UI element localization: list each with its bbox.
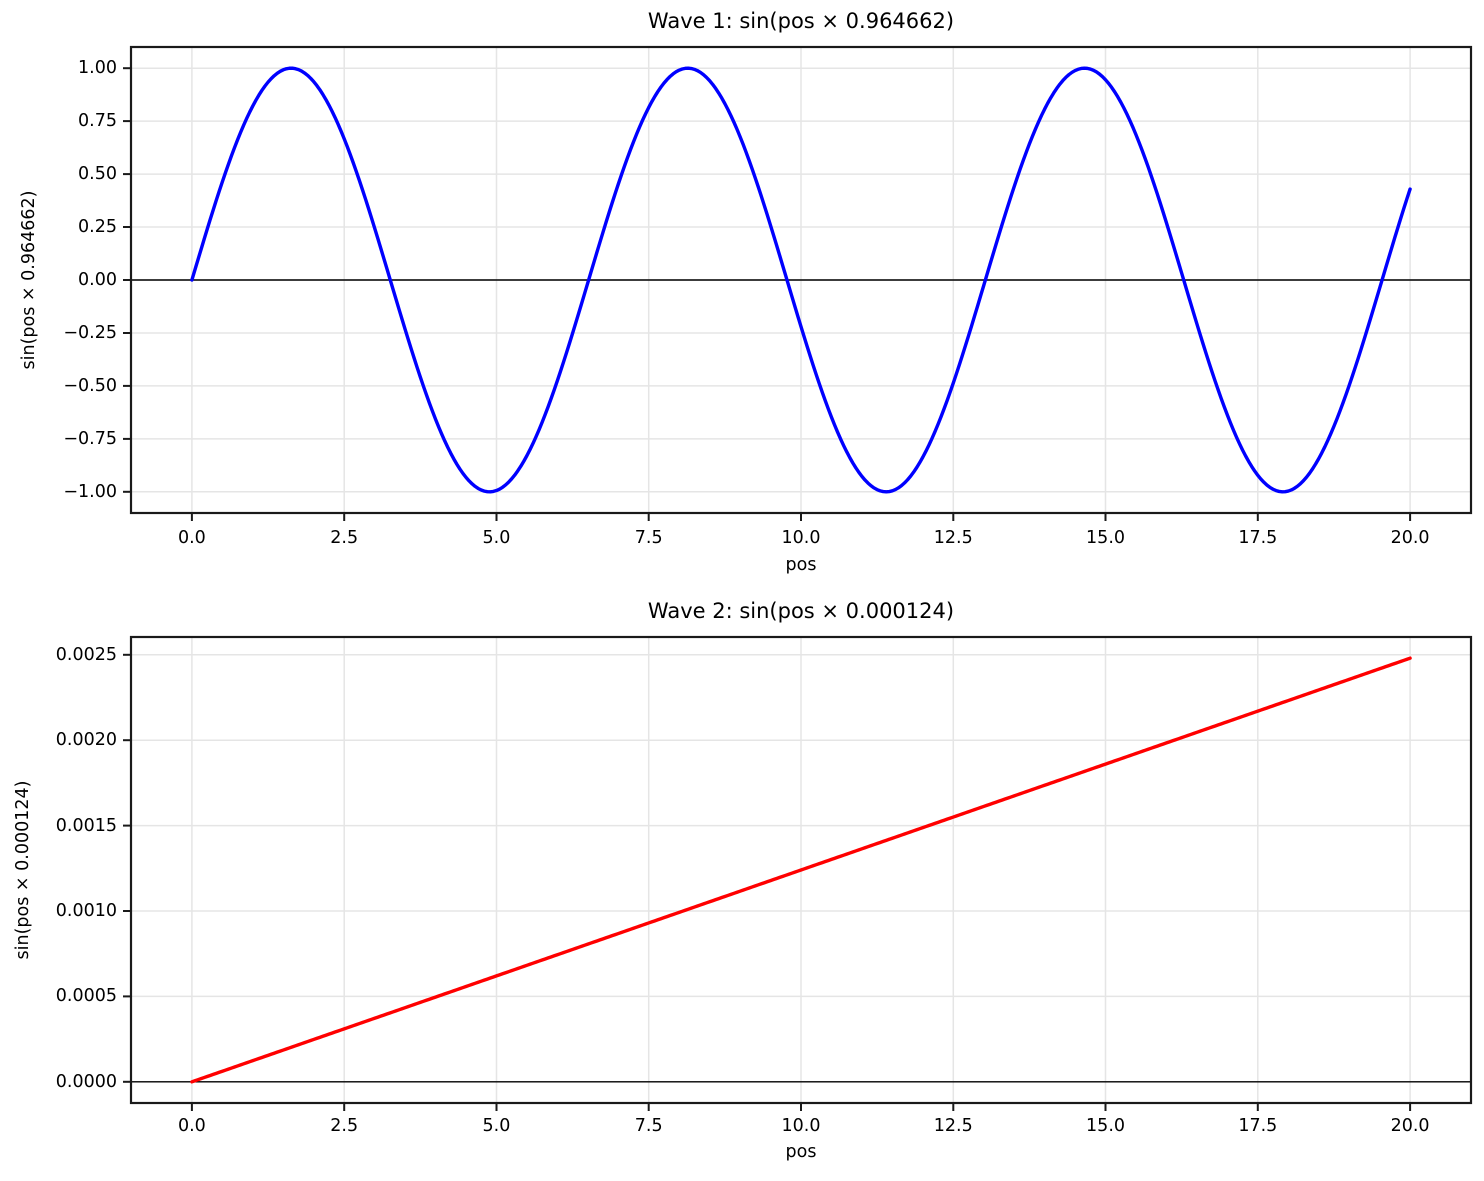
series-line xyxy=(190,656,1412,1084)
plot-area xyxy=(123,635,1473,1111)
y-tick-label: 0.0025 xyxy=(55,644,117,665)
x-tick-label: 17.5 xyxy=(1238,528,1278,548)
y-tick-labels: 1.00 0.75 0.50 0.25 0.00 −0.25 −0.50 −0.75 −1.00 xyxy=(0,47,117,513)
y-tick-label: 0.00 xyxy=(78,270,117,290)
x-tick-label: 15.0 xyxy=(1086,1116,1126,1136)
y-tick-label: 1.00 xyxy=(78,58,117,79)
x-tick-label: 20.0 xyxy=(1390,528,1430,548)
y-tick-label: 0.0000 xyxy=(55,1071,117,1092)
x-tick-label: 2.5 xyxy=(330,528,359,548)
x-tick-label: 20.0 xyxy=(1390,1116,1430,1136)
y-tick-label: 0.0020 xyxy=(55,730,117,751)
x-tick-label: 15.0 xyxy=(1086,528,1126,548)
y-tick-labels: 0.0025 0.0020 0.0015 0.0010 0.0005 0.0000 xyxy=(0,637,117,1103)
x-tick-label: 5.0 xyxy=(482,1116,511,1136)
x-tick-label: 10.0 xyxy=(781,528,821,548)
x-tick-labels: 0.0 2.5 5.0 7.5 10.0 12.5 15.0 17.5 20.0 xyxy=(131,1113,1471,1137)
x-axis-label: pos xyxy=(785,1142,817,1162)
x-tick-labels: 0.0 2.5 5.0 7.5 10.0 12.5 15.0 17.5 20.0 xyxy=(131,525,1471,549)
y-tick-label: 0.25 xyxy=(78,217,117,238)
x-tick-label: 7.5 xyxy=(634,1116,663,1136)
x-tick-label: 12.5 xyxy=(933,1116,973,1136)
x-tick-label: 10.0 xyxy=(781,1116,821,1136)
y-tick-label: −0.25 xyxy=(63,322,117,343)
y-tick-label: 0.50 xyxy=(78,164,117,185)
x-tick-label: 0.0 xyxy=(177,528,206,548)
y-tick-label: 0.75 xyxy=(78,111,117,132)
chart-title: Wave 1: sin(pos × 0.964662) xyxy=(647,9,955,33)
x-tick-label: 0.0 xyxy=(177,1116,206,1136)
y-tick-label: 0.0005 xyxy=(55,986,117,1007)
x-tick-label: 7.5 xyxy=(634,528,663,548)
x-tick-label: 5.0 xyxy=(482,528,511,548)
x-tick-label: 2.5 xyxy=(330,1116,359,1136)
x-tick-label: 17.5 xyxy=(1238,1116,1278,1136)
y-tick-label: 0.0010 xyxy=(55,900,117,921)
y-tick-label: −1.00 xyxy=(63,481,117,502)
chart-title: Wave 2: sin(pos × 0.000124) xyxy=(647,599,955,623)
plot-area xyxy=(123,45,1473,521)
series-line xyxy=(190,66,1412,494)
y-tick-label: 0.0015 xyxy=(55,815,117,836)
y-tick-label: −0.50 xyxy=(63,375,117,396)
x-axis-label: pos xyxy=(785,555,817,575)
y-tick-label: −0.75 xyxy=(63,428,117,449)
x-tick-label: 12.5 xyxy=(933,528,973,548)
